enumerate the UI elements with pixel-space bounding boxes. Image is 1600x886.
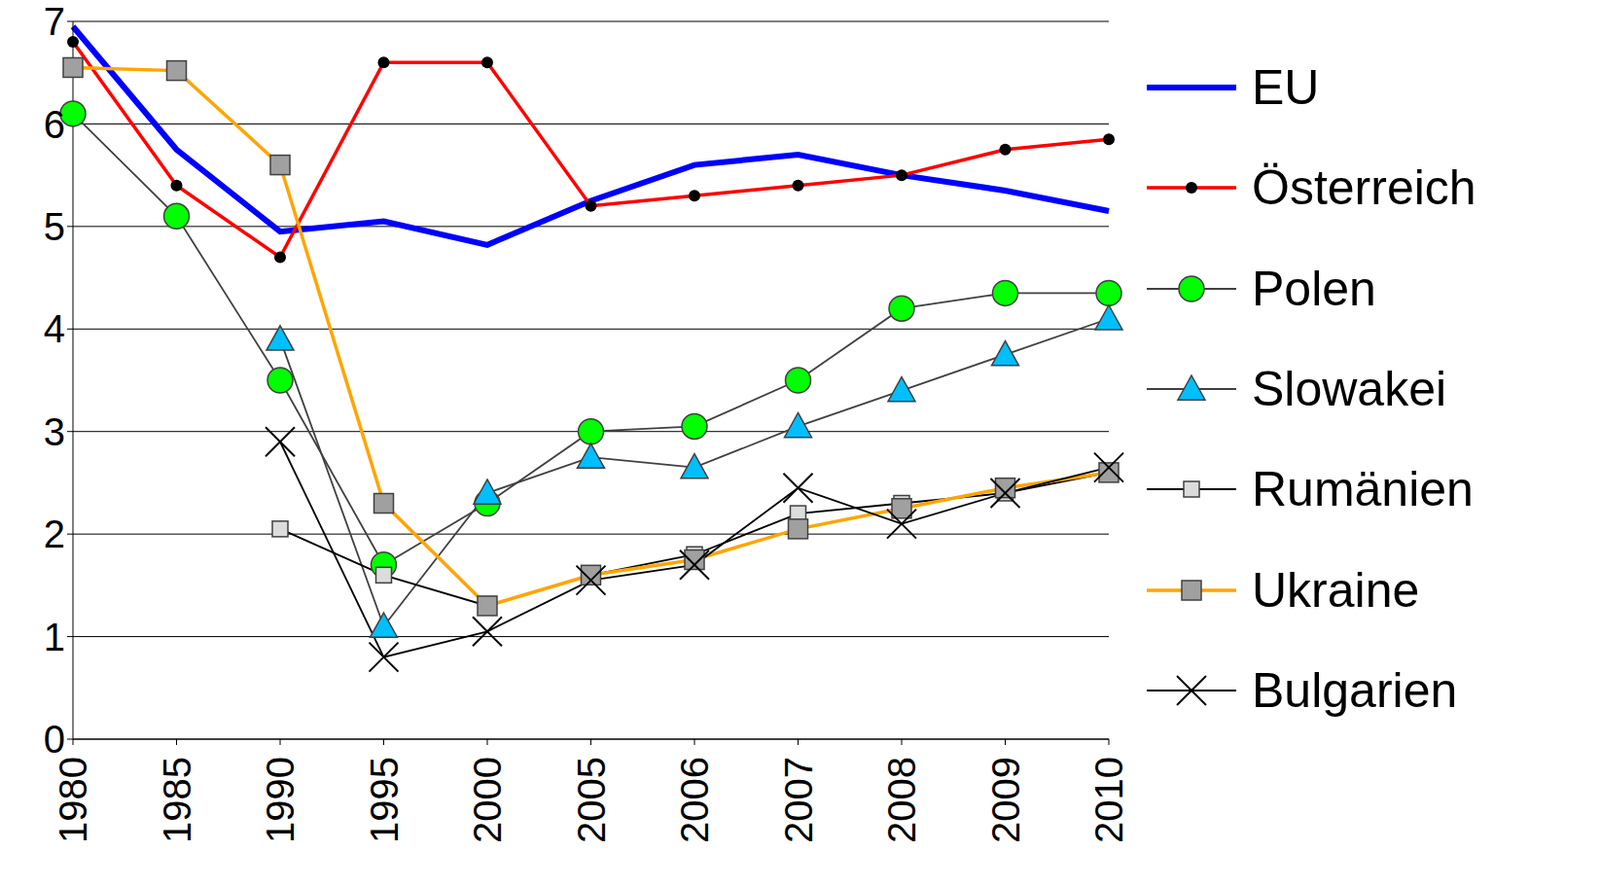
svg-text:1985: 1985 — [155, 756, 199, 844]
svg-text:7: 7 — [43, 0, 66, 43]
svg-text:2000: 2000 — [465, 756, 509, 844]
html-text:Rumänien: Rumänien — [1251, 462, 1474, 517]
svg-text:1990: 1990 — [258, 756, 302, 844]
svg-text:0: 0 — [43, 717, 66, 761]
svg-text:1995: 1995 — [362, 756, 406, 844]
svg-text:2005: 2005 — [569, 756, 613, 844]
html-text:Slowakei: Slowakei — [1251, 361, 1447, 417]
svg-text:3: 3 — [43, 410, 66, 454]
svg-text:2: 2 — [43, 512, 66, 556]
svg-text:2007: 2007 — [777, 756, 820, 844]
html-text:Österreich: Österreich — [1251, 160, 1477, 216]
html-text:Ukraine: Ukraine — [1251, 562, 1420, 618]
svg-text:1: 1 — [43, 615, 66, 659]
html-text:Polen: Polen — [1251, 261, 1377, 316]
svg-text:4: 4 — [43, 307, 66, 351]
svg-text:5: 5 — [43, 205, 66, 249]
svg-text:6: 6 — [43, 103, 66, 146]
html-text:Bulgarien: Bulgarien — [1251, 663, 1458, 718]
svg-text:2006: 2006 — [673, 756, 716, 844]
svg-text:1980: 1980 — [51, 756, 95, 844]
svg-text:2008: 2008 — [880, 756, 924, 844]
html-text:EU: EU — [1251, 60, 1320, 115]
svg-text:2010: 2010 — [1087, 756, 1131, 844]
svg-text:2009: 2009 — [984, 756, 1028, 844]
